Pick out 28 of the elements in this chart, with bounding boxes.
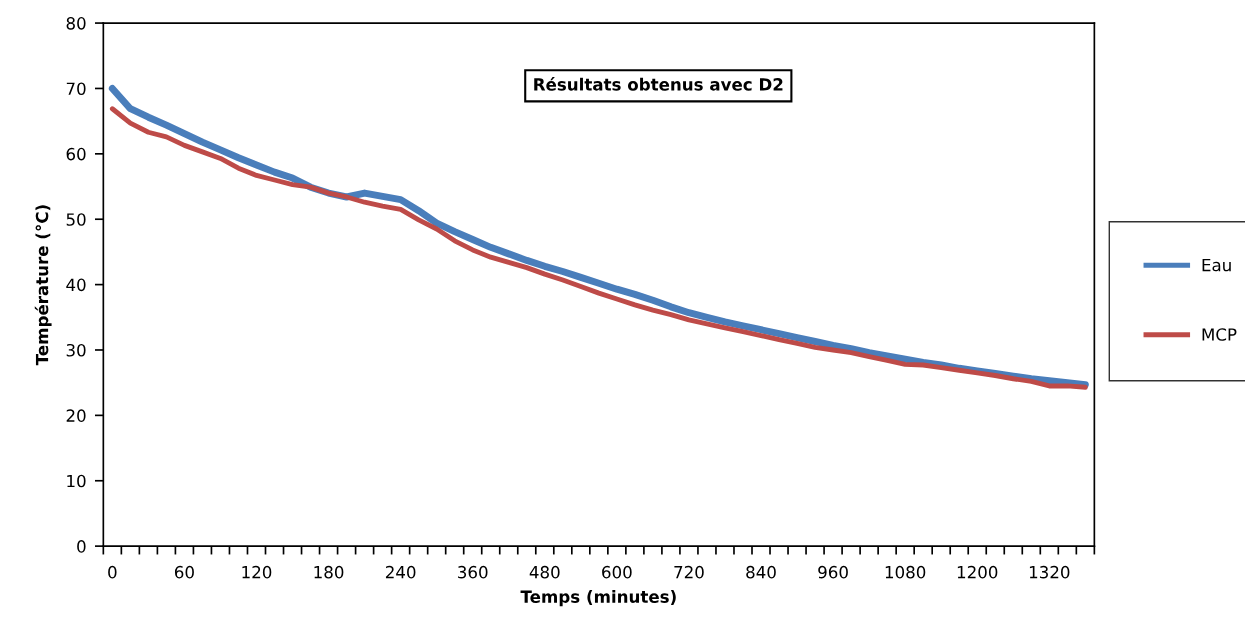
x-tick-label: 720 (674, 565, 704, 579)
legend-label: MCP (1202, 328, 1237, 341)
y-tick-label: 40 (66, 278, 86, 292)
x-tick-label: 1200 (957, 565, 998, 579)
x-tick-label: 600 (602, 565, 632, 579)
x-tick-label: 480 (529, 565, 560, 579)
y-tick-label: 60 (66, 147, 86, 161)
y-tick-label: 80 (66, 17, 86, 30)
x-tick-label: 960 (818, 565, 848, 579)
y-tick-label: 10 (67, 474, 86, 488)
legend-label: Eau (1202, 258, 1231, 272)
x-tick-label: 240 (385, 565, 416, 579)
y-axis-title: Température (°C) (34, 205, 52, 366)
x-tick-label: 360 (458, 565, 488, 579)
x-tick-label: 1320 (1029, 565, 1070, 579)
x-tick-label: 840 (746, 565, 776, 579)
text: Résultats obtenus avec D2 (534, 77, 783, 91)
x-tick-label: 120 (242, 565, 272, 579)
y-tick-label: 50 (66, 213, 86, 226)
x-tick-label: 0 (108, 565, 117, 579)
y-tick-label: 0 (77, 540, 86, 553)
y-tick-label: 30 (66, 343, 86, 357)
x-tick-label: 180 (314, 565, 344, 579)
y-tick-label: 20 (66, 409, 86, 422)
x-tick-label: 1080 (885, 565, 926, 579)
x-tick-label: 60 (174, 565, 194, 579)
x-axis-title: Temps (minutes) (520, 590, 676, 607)
y-tick-label: 70 (66, 82, 86, 96)
